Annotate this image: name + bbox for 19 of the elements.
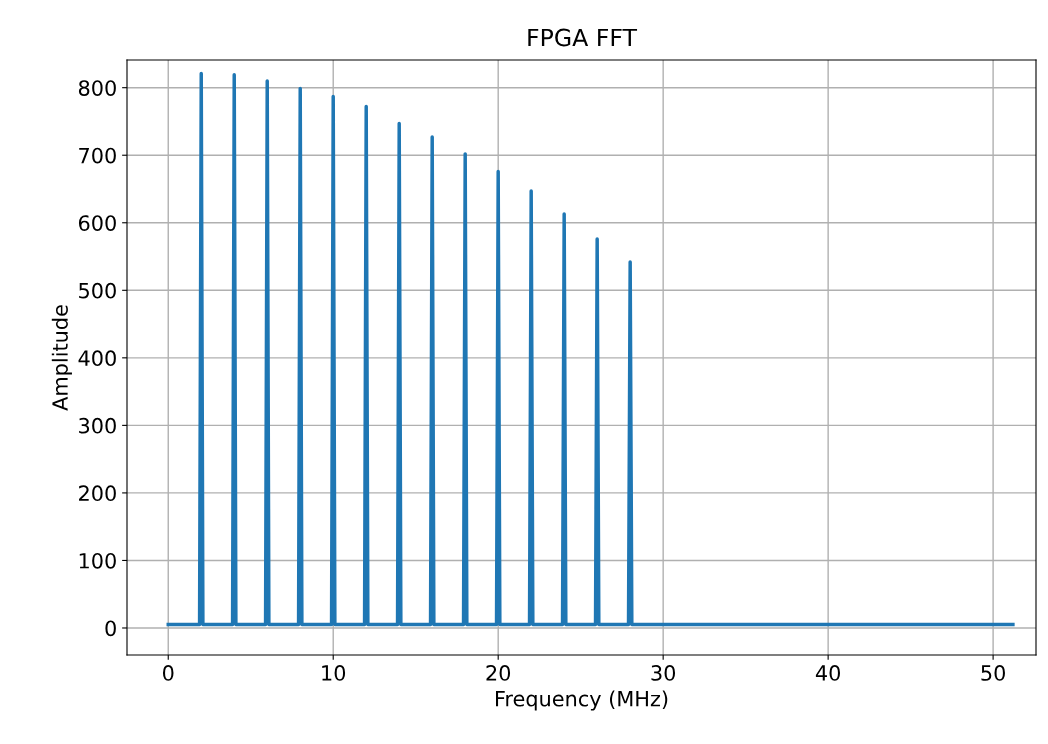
- x-tick-label: 20: [486, 665, 511, 681]
- line-series: [166, 71, 1015, 627]
- x-tick-label: 40: [815, 665, 841, 681]
- x-tick-label: 30: [651, 665, 676, 681]
- y-axis-title: Amplitude: [51, 305, 72, 411]
- y-tick-label: 400: [78, 350, 116, 367]
- y-tick-label: 500: [79, 282, 116, 299]
- x-tick-label: 50: [981, 665, 1005, 681]
- y-tick-label: 200: [79, 485, 116, 502]
- y-tick-label: 600: [78, 215, 116, 231]
- x-axis-title: Frequency (MHz): [496, 690, 668, 711]
- x-tick-label: 0: [162, 665, 174, 681]
- y-tick-label: 100: [79, 552, 116, 569]
- y-tick-label: 800: [78, 80, 116, 96]
- y-tick-label: 700: [79, 147, 116, 164]
- chart-title: FPGA FFT: [528, 28, 638, 47]
- y-tick-label: 0: [105, 620, 116, 637]
- x-tick-label: 10: [322, 665, 346, 681]
- y-tick-label: 300: [79, 417, 116, 434]
